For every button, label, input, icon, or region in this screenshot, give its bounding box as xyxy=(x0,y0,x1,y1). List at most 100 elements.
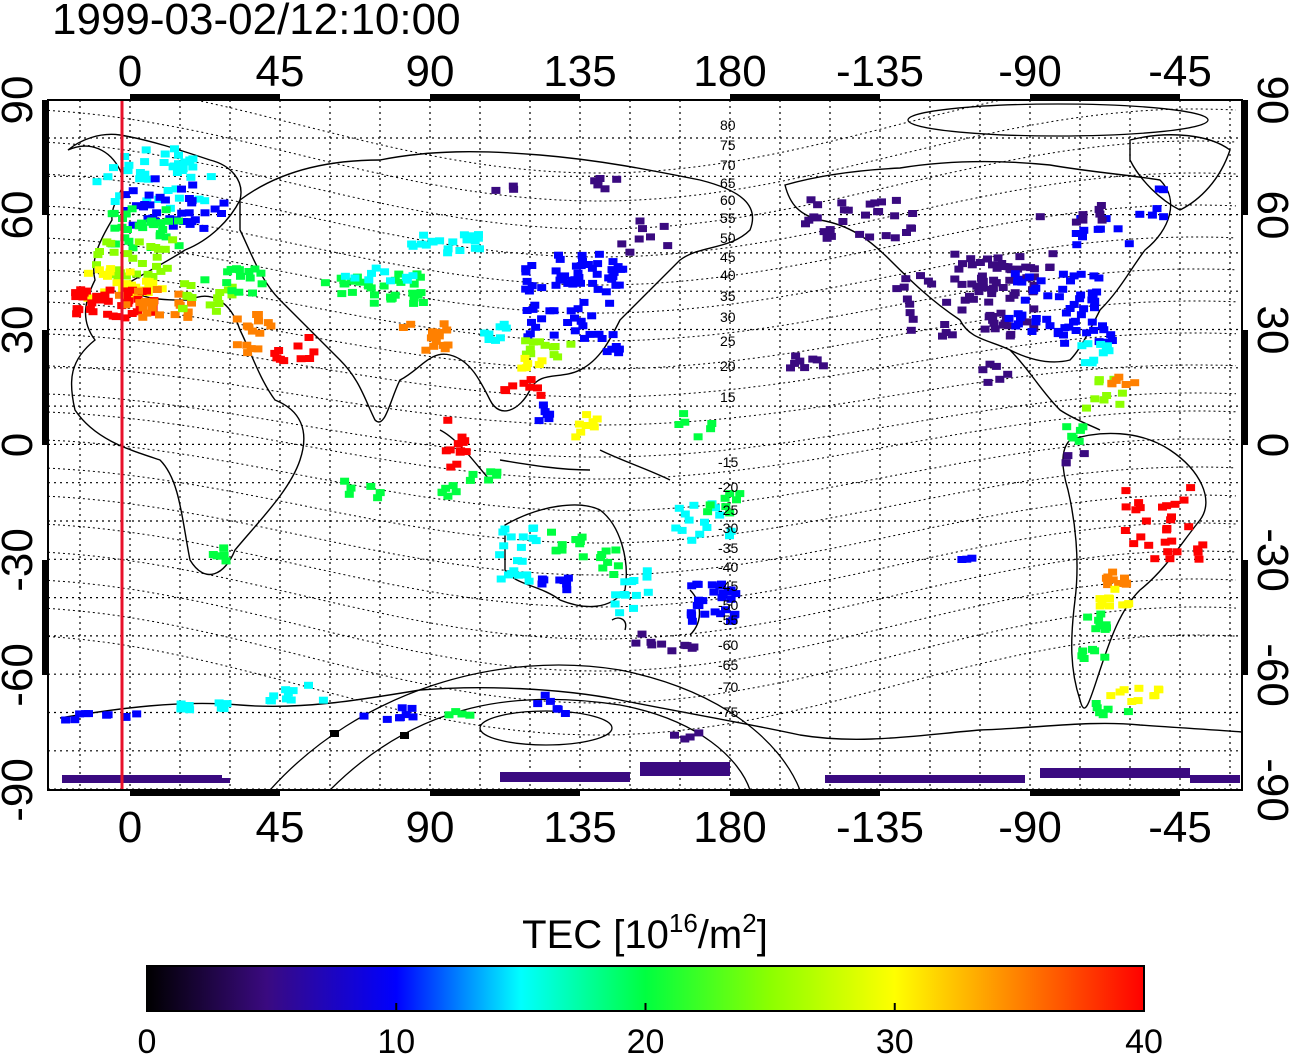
lon-tick-label-bottom: -90 xyxy=(998,803,1062,852)
tec-point xyxy=(695,530,705,538)
tec-point xyxy=(176,705,186,713)
tec-point xyxy=(506,533,516,541)
tec-point xyxy=(523,360,533,368)
tec-point xyxy=(988,316,998,324)
contour-label: -60 xyxy=(718,637,738,653)
tec-point xyxy=(892,285,902,293)
tec-point xyxy=(243,349,253,357)
tec-point xyxy=(684,516,694,524)
tec-point xyxy=(1115,688,1125,696)
tec-point xyxy=(234,288,244,296)
lon-tick-label-top: 45 xyxy=(256,47,305,96)
tec-point xyxy=(1068,434,1078,442)
tec-point xyxy=(491,336,500,344)
tec-point xyxy=(448,482,458,490)
tec-point xyxy=(957,556,967,563)
tec-point xyxy=(1094,376,1104,384)
tec-point xyxy=(443,249,453,257)
coastlines xyxy=(59,133,1242,740)
tec-point xyxy=(373,494,383,502)
tec-point xyxy=(1115,400,1125,408)
tec-point xyxy=(70,716,80,724)
tec-point xyxy=(1029,305,1039,313)
tec-point xyxy=(710,608,720,616)
tec-point xyxy=(527,318,536,326)
tec-point xyxy=(513,557,522,565)
tec-point xyxy=(537,580,547,588)
tec-point xyxy=(1103,573,1113,581)
tec-point xyxy=(143,270,153,278)
tec-point xyxy=(395,714,404,722)
contour-label: -20 xyxy=(718,479,738,495)
tec-point xyxy=(1097,216,1107,224)
lon-tick-label-top: -135 xyxy=(836,47,924,96)
tec-point xyxy=(457,710,467,718)
tec-point xyxy=(148,308,158,316)
tec-point xyxy=(609,571,619,578)
tec-point xyxy=(409,294,419,302)
tec-point xyxy=(837,199,847,207)
tec-point xyxy=(484,336,494,343)
tec-point xyxy=(486,468,496,476)
tec-point xyxy=(705,501,715,509)
geomagnetic-latitude-contours xyxy=(48,100,1237,736)
tec-point xyxy=(720,494,730,502)
tec-point xyxy=(1054,293,1064,301)
tec-point xyxy=(972,282,982,290)
tec-point xyxy=(791,352,801,360)
tec-point xyxy=(709,588,719,596)
tec-point xyxy=(140,158,150,166)
tec-point xyxy=(960,296,970,304)
tec-point xyxy=(418,299,428,306)
contour-label: -50 xyxy=(718,597,738,613)
tec-point xyxy=(135,175,145,183)
tec-point xyxy=(1095,210,1105,218)
tec-point xyxy=(210,205,220,213)
tec-point xyxy=(571,262,581,270)
tec-point xyxy=(184,702,194,709)
tec-point xyxy=(183,308,193,316)
tec-point xyxy=(127,310,137,317)
tec-point xyxy=(1020,296,1030,304)
tec-point xyxy=(1063,452,1073,460)
contour-label: 25 xyxy=(720,333,736,349)
tec-point xyxy=(113,273,123,281)
tec-point xyxy=(1190,775,1240,783)
tec-point xyxy=(582,411,592,419)
tec-point xyxy=(663,242,673,250)
tec-point xyxy=(966,255,976,263)
tec-point xyxy=(214,300,224,307)
tec-point xyxy=(443,416,453,424)
tec-point xyxy=(1135,210,1145,218)
tec-point xyxy=(346,484,356,492)
tec-point xyxy=(726,595,736,603)
tec-point xyxy=(1120,574,1129,582)
tec-point xyxy=(76,286,86,294)
tec-point xyxy=(82,287,92,295)
lon-tick-label-top: 0 xyxy=(118,47,142,96)
tec-point xyxy=(560,710,570,717)
tec-point xyxy=(679,410,689,418)
tec-point xyxy=(62,775,222,783)
tec-point xyxy=(535,338,544,346)
tec-point xyxy=(1117,389,1127,397)
tec-point xyxy=(1005,276,1015,284)
tec-point xyxy=(522,277,532,285)
tec-point xyxy=(1095,595,1105,603)
tec-point xyxy=(906,326,916,334)
tec-point xyxy=(176,700,186,708)
tec-point xyxy=(439,320,449,328)
tec-point xyxy=(1094,205,1104,213)
tec-point xyxy=(369,299,379,307)
tec-point xyxy=(219,199,229,207)
tec-point xyxy=(901,275,911,283)
tec-point xyxy=(531,537,541,545)
lon-tick-label-bottom: 90 xyxy=(406,803,455,852)
lon-tick-label-top: -90 xyxy=(998,47,1062,96)
tec-point xyxy=(87,299,97,307)
tec-point xyxy=(1070,317,1080,325)
lon-tick-label-top: 180 xyxy=(693,47,766,96)
tec-point xyxy=(1104,594,1114,602)
tec-point xyxy=(786,364,795,372)
